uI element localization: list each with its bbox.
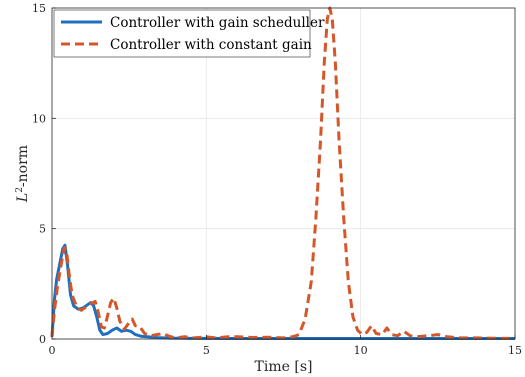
y-tick-label: 15 bbox=[32, 2, 46, 15]
y-tick-label: 0 bbox=[39, 333, 46, 346]
legend-box bbox=[53, 9, 311, 58]
x-tick-label: 5 bbox=[203, 344, 210, 357]
y-axis-label-base: L bbox=[15, 193, 31, 203]
tick-layer: 0 5 10 15 0 5 10 15 bbox=[32, 2, 522, 357]
x-axis-label: Time [s] bbox=[255, 359, 313, 375]
legend-label-constant-gain: Controller with constant gain bbox=[110, 37, 312, 53]
y-axis-label-superscript: 2 bbox=[15, 187, 25, 193]
legend-label-gain-scheduller: Controller with gain scheduller bbox=[110, 15, 325, 31]
x-tick-label: 15 bbox=[508, 344, 522, 357]
y-axis-label-suffix: -norm bbox=[15, 145, 31, 187]
plot-frame bbox=[51, 7, 516, 340]
plot-area bbox=[52, 8, 515, 339]
x-tick-label: 10 bbox=[354, 344, 368, 357]
grid-lines bbox=[52, 8, 515, 339]
y-axis-label: L2-norm bbox=[15, 145, 31, 203]
series-line-constant-gain bbox=[50, 6, 515, 340]
legend: Controller with gain scheduller Controll… bbox=[53, 9, 325, 58]
series-layer bbox=[50, 6, 515, 341]
x-tick-label: 0 bbox=[49, 344, 56, 357]
y-tick-label: 5 bbox=[39, 223, 46, 236]
y-tick-label: 10 bbox=[32, 112, 46, 125]
